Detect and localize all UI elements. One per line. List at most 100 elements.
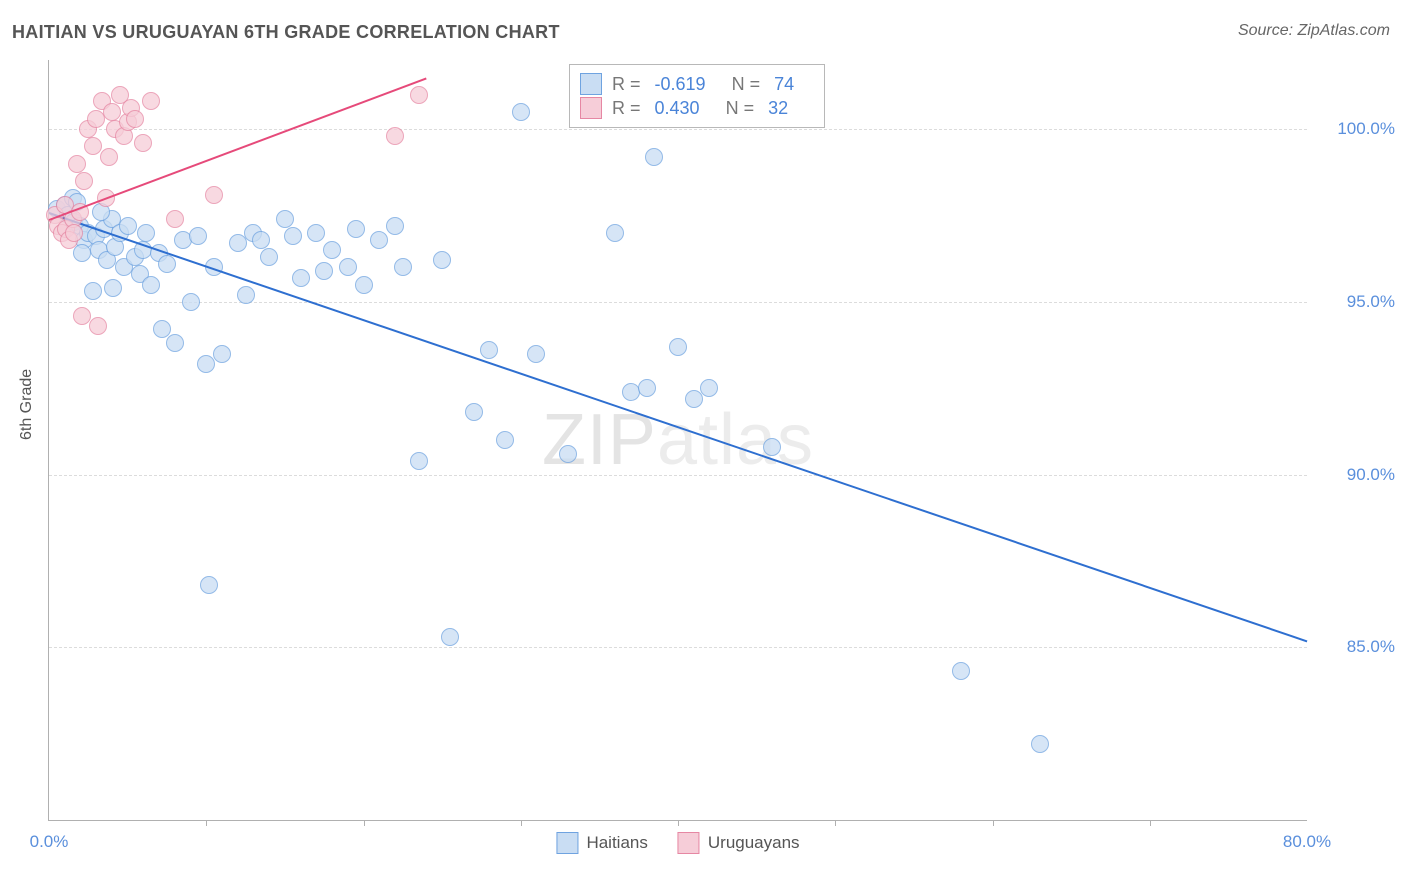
data-point bbox=[84, 282, 102, 300]
data-point bbox=[315, 262, 333, 280]
source-label: Source: ZipAtlas.com bbox=[1238, 22, 1390, 40]
x-tick-mark bbox=[364, 820, 365, 826]
data-point bbox=[339, 258, 357, 276]
gridline bbox=[49, 302, 1307, 303]
data-point bbox=[197, 355, 215, 373]
data-point bbox=[433, 251, 451, 269]
data-point bbox=[182, 293, 200, 311]
x-tick-mark bbox=[521, 820, 522, 826]
data-point bbox=[73, 244, 91, 262]
data-point bbox=[89, 317, 107, 335]
x-tick-label: 0.0% bbox=[30, 832, 69, 852]
data-point bbox=[134, 134, 152, 152]
data-point bbox=[260, 248, 278, 266]
x-tick-mark bbox=[1150, 820, 1151, 826]
watermark-b: atlas bbox=[657, 400, 814, 480]
watermark-a: ZIP bbox=[542, 400, 657, 480]
data-point bbox=[126, 110, 144, 128]
y-tick-label: 85.0% bbox=[1315, 637, 1395, 657]
gridline bbox=[49, 475, 1307, 476]
stat-n-value: 74 bbox=[774, 74, 794, 95]
data-point bbox=[237, 286, 255, 304]
data-point bbox=[638, 379, 656, 397]
stats-row: R = -0.619 N = 74 bbox=[580, 73, 810, 95]
data-point bbox=[142, 92, 160, 110]
data-point bbox=[65, 224, 83, 242]
data-point bbox=[685, 390, 703, 408]
stat-r-label: R = bbox=[612, 98, 641, 119]
legend-swatch bbox=[556, 832, 578, 854]
data-point bbox=[355, 276, 373, 294]
data-point bbox=[645, 148, 663, 166]
data-point bbox=[284, 227, 302, 245]
x-tick-label: 80.0% bbox=[1283, 832, 1331, 852]
x-tick-mark bbox=[993, 820, 994, 826]
data-point bbox=[75, 172, 93, 190]
data-point bbox=[292, 269, 310, 287]
stat-n-label: N = bbox=[732, 74, 761, 95]
data-point bbox=[410, 452, 428, 470]
y-axis-label: 6th Grade bbox=[18, 369, 36, 440]
data-point bbox=[189, 227, 207, 245]
data-point bbox=[669, 338, 687, 356]
data-point bbox=[606, 224, 624, 242]
data-point bbox=[323, 241, 341, 259]
data-point bbox=[394, 258, 412, 276]
data-point bbox=[386, 127, 404, 145]
gridline bbox=[49, 129, 1307, 130]
data-point bbox=[386, 217, 404, 235]
data-point bbox=[213, 345, 231, 363]
stats-legend: R =-0.619N =74R =0.430N =32 bbox=[569, 64, 825, 128]
chart-title: HAITIAN VS URUGUAYAN 6TH GRADE CORRELATI… bbox=[12, 22, 560, 43]
data-point bbox=[166, 334, 184, 352]
data-point bbox=[137, 224, 155, 242]
data-point bbox=[480, 341, 498, 359]
data-point bbox=[68, 155, 86, 173]
stat-n-label: N = bbox=[726, 98, 755, 119]
data-point bbox=[465, 403, 483, 421]
y-tick-label: 100.0% bbox=[1315, 119, 1395, 139]
y-tick-label: 90.0% bbox=[1315, 465, 1395, 485]
data-point bbox=[252, 231, 270, 249]
data-point bbox=[527, 345, 545, 363]
legend-swatch bbox=[580, 97, 602, 119]
legend-item: Uruguayans bbox=[678, 832, 800, 854]
x-tick-mark bbox=[678, 820, 679, 826]
x-tick-mark bbox=[206, 820, 207, 826]
data-point bbox=[100, 148, 118, 166]
data-point bbox=[142, 276, 160, 294]
data-point bbox=[229, 234, 247, 252]
data-point bbox=[370, 231, 388, 249]
data-point bbox=[307, 224, 325, 242]
data-point bbox=[441, 628, 459, 646]
data-point bbox=[410, 86, 428, 104]
data-point bbox=[559, 445, 577, 463]
data-point bbox=[952, 662, 970, 680]
data-point bbox=[166, 210, 184, 228]
data-point bbox=[347, 220, 365, 238]
stat-r-label: R = bbox=[612, 74, 641, 95]
legend-label: Uruguayans bbox=[708, 833, 800, 853]
legend-label: Haitians bbox=[586, 833, 647, 853]
legend-item: Haitians bbox=[556, 832, 647, 854]
data-point bbox=[276, 210, 294, 228]
legend-swatch bbox=[678, 832, 700, 854]
plot-area: ZIPatlas R =-0.619N =74R =0.430N =32 Hai… bbox=[48, 60, 1307, 821]
data-point bbox=[119, 217, 137, 235]
gridline bbox=[49, 647, 1307, 648]
data-point bbox=[1031, 735, 1049, 753]
data-point bbox=[763, 438, 781, 456]
trend-line bbox=[49, 212, 1308, 642]
stat-r-value: 0.430 bbox=[655, 98, 700, 119]
data-point bbox=[158, 255, 176, 273]
stats-row: R =0.430N =32 bbox=[580, 97, 810, 119]
data-point bbox=[205, 186, 223, 204]
data-point bbox=[700, 379, 718, 397]
legend-swatch bbox=[580, 73, 602, 95]
stat-r-value: -0.619 bbox=[655, 74, 706, 95]
data-point bbox=[104, 279, 122, 297]
data-point bbox=[200, 576, 218, 594]
y-tick-label: 95.0% bbox=[1315, 292, 1395, 312]
x-tick-mark bbox=[835, 820, 836, 826]
series-legend: Haitians Uruguayans bbox=[556, 832, 799, 854]
